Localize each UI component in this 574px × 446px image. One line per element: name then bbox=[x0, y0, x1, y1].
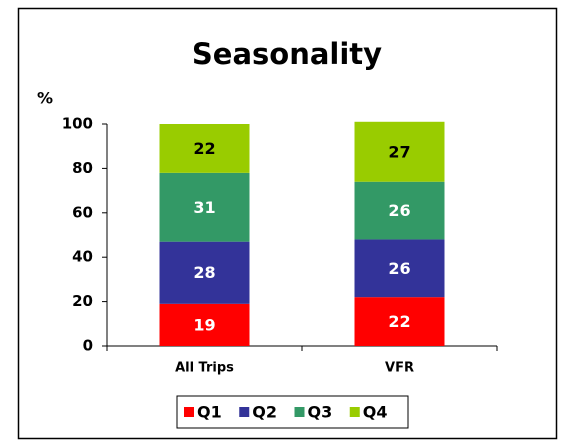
legend-label: Q4 bbox=[363, 403, 388, 422]
legend-swatch bbox=[294, 407, 305, 417]
bar-segment bbox=[354, 239, 445, 298]
y-tick-label: 20 bbox=[72, 292, 93, 310]
data-label: 26 bbox=[388, 259, 410, 278]
x-tick-label: VFR bbox=[385, 361, 414, 376]
y-axis-label: % bbox=[37, 89, 53, 108]
y-tick-label: 100 bbox=[62, 115, 93, 133]
bar-segment bbox=[159, 303, 250, 346]
bar-segment bbox=[159, 241, 250, 304]
y-tick-label: 40 bbox=[72, 248, 93, 266]
data-label: 19 bbox=[193, 315, 215, 334]
y-tick-label: 80 bbox=[72, 159, 93, 177]
legend-swatch bbox=[349, 407, 360, 417]
legend-label: Q3 bbox=[308, 403, 333, 422]
legend-label: Q1 bbox=[197, 403, 222, 422]
data-label: 28 bbox=[193, 263, 215, 282]
legend-swatch bbox=[184, 407, 194, 417]
chart-title: Seasonality bbox=[192, 37, 382, 71]
legend-label: Q2 bbox=[252, 403, 277, 422]
y-tick-label: 0 bbox=[83, 337, 93, 355]
data-label: 26 bbox=[388, 201, 410, 220]
bar-segment bbox=[354, 121, 445, 182]
data-label: 22 bbox=[193, 139, 215, 158]
bar-segment bbox=[354, 181, 445, 240]
bar-segment bbox=[159, 172, 250, 242]
data-label: 31 bbox=[193, 198, 215, 217]
bar-segment bbox=[159, 124, 250, 173]
x-tick-label: All Trips bbox=[175, 361, 234, 376]
legend-swatch bbox=[239, 407, 250, 417]
chart-frame bbox=[17, 7, 558, 440]
bar-segment bbox=[354, 297, 445, 346]
y-tick-label: 60 bbox=[72, 203, 93, 221]
data-label: 22 bbox=[388, 312, 410, 331]
legend-box bbox=[176, 395, 409, 429]
data-label: 27 bbox=[388, 142, 410, 161]
